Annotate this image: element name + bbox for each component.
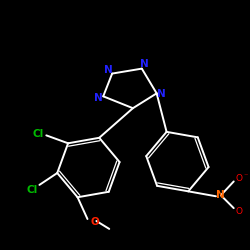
Text: Cl: Cl	[33, 130, 44, 140]
Text: Cl: Cl	[27, 185, 38, 195]
Text: N: N	[104, 66, 113, 76]
Text: O: O	[90, 217, 99, 227]
Text: O: O	[235, 206, 242, 216]
Text: N: N	[216, 190, 225, 200]
Text: O: O	[235, 174, 242, 183]
Text: N: N	[94, 93, 103, 103]
Text: ⁻: ⁻	[244, 171, 248, 180]
Text: N: N	[157, 89, 166, 99]
Text: N: N	[140, 60, 149, 70]
